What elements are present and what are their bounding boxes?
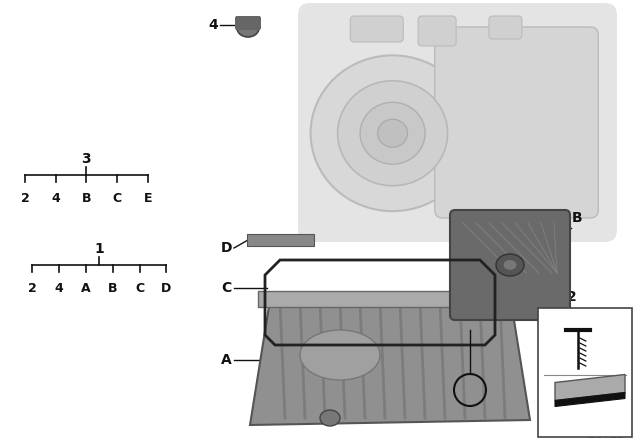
Text: 2: 2 xyxy=(20,192,29,205)
Polygon shape xyxy=(555,375,625,401)
Text: D: D xyxy=(161,282,172,295)
Ellipse shape xyxy=(237,19,259,37)
Text: 2: 2 xyxy=(28,282,36,295)
Text: C: C xyxy=(135,282,144,295)
Text: B: B xyxy=(82,192,91,205)
Text: B: B xyxy=(108,282,117,295)
Ellipse shape xyxy=(378,119,408,147)
Text: 4: 4 xyxy=(51,192,60,205)
FancyBboxPatch shape xyxy=(538,308,632,437)
Polygon shape xyxy=(555,392,625,406)
Text: 4: 4 xyxy=(208,18,218,32)
Ellipse shape xyxy=(360,102,425,164)
Text: 2: 2 xyxy=(566,290,577,304)
Text: 4: 4 xyxy=(54,282,63,295)
Text: 1: 1 xyxy=(94,241,104,256)
Text: 3: 3 xyxy=(81,152,92,166)
Text: E: E xyxy=(355,413,365,427)
FancyBboxPatch shape xyxy=(247,234,314,246)
FancyBboxPatch shape xyxy=(435,27,598,218)
Polygon shape xyxy=(250,295,530,425)
Text: B: B xyxy=(572,211,582,225)
Ellipse shape xyxy=(503,259,517,271)
Ellipse shape xyxy=(310,56,475,211)
Text: E: E xyxy=(143,192,152,205)
Text: A: A xyxy=(81,282,91,295)
Text: C: C xyxy=(221,281,232,295)
Text: 2: 2 xyxy=(466,383,474,396)
FancyBboxPatch shape xyxy=(489,16,522,39)
FancyBboxPatch shape xyxy=(350,16,403,42)
Text: C: C xyxy=(113,192,122,205)
FancyBboxPatch shape xyxy=(418,16,456,46)
FancyBboxPatch shape xyxy=(258,291,517,307)
Ellipse shape xyxy=(320,410,340,426)
FancyBboxPatch shape xyxy=(450,210,570,320)
Ellipse shape xyxy=(300,330,380,380)
Text: D: D xyxy=(221,241,232,255)
FancyBboxPatch shape xyxy=(235,16,261,30)
FancyBboxPatch shape xyxy=(298,3,617,242)
Ellipse shape xyxy=(496,254,524,276)
Ellipse shape xyxy=(338,81,447,186)
Text: A: A xyxy=(221,353,232,367)
Text: 429725: 429725 xyxy=(582,430,625,440)
